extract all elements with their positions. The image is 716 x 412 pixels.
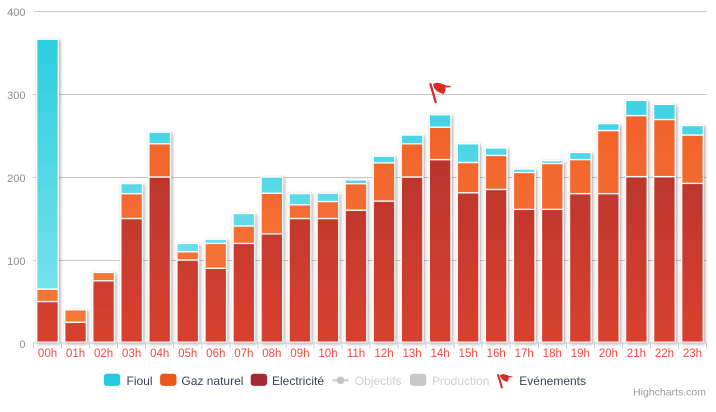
svg-text:Fioul: Fioul (127, 374, 153, 388)
svg-text:10h: 10h (318, 348, 337, 360)
svg-text:23h: 23h (683, 348, 702, 360)
svg-text:200: 200 (7, 173, 25, 185)
svg-text:03h: 03h (122, 348, 141, 360)
svg-text:Objectifs: Objectifs (355, 374, 402, 388)
svg-text:12h: 12h (374, 348, 393, 360)
svg-text:05h: 05h (178, 348, 197, 360)
svg-text:14h: 14h (431, 348, 450, 360)
svg-text:Evénements: Evénements (519, 374, 586, 388)
svg-text:13h: 13h (402, 348, 421, 360)
svg-text:01h: 01h (66, 348, 85, 360)
svg-text:18h: 18h (543, 348, 562, 360)
svg-text:17h: 17h (515, 348, 534, 360)
svg-text:04h: 04h (150, 348, 169, 360)
svg-text:02h: 02h (94, 348, 113, 360)
svg-text:00h: 00h (38, 348, 57, 360)
svg-text:100: 100 (7, 256, 25, 268)
svg-text:400: 400 (7, 7, 25, 19)
svg-text:06h: 06h (206, 348, 225, 360)
svg-text:0: 0 (19, 339, 25, 351)
svg-text:16h: 16h (487, 348, 506, 360)
svg-text:300: 300 (7, 90, 25, 102)
svg-text:09h: 09h (290, 348, 309, 360)
svg-text:11h: 11h (347, 348, 365, 360)
svg-text:Gaz naturel: Gaz naturel (181, 374, 243, 388)
svg-text:08h: 08h (262, 348, 281, 360)
svg-text:20h: 20h (599, 348, 618, 360)
svg-text:15h: 15h (459, 348, 478, 360)
svg-text:Production: Production (432, 374, 489, 388)
svg-text:Highcharts.com: Highcharts.com (633, 387, 706, 399)
svg-text:07h: 07h (234, 348, 253, 360)
svg-text:22h: 22h (655, 348, 674, 360)
svg-text:Electricité: Electricité (272, 374, 324, 388)
svg-text:19h: 19h (571, 348, 590, 360)
svg-text:21h: 21h (627, 348, 646, 360)
